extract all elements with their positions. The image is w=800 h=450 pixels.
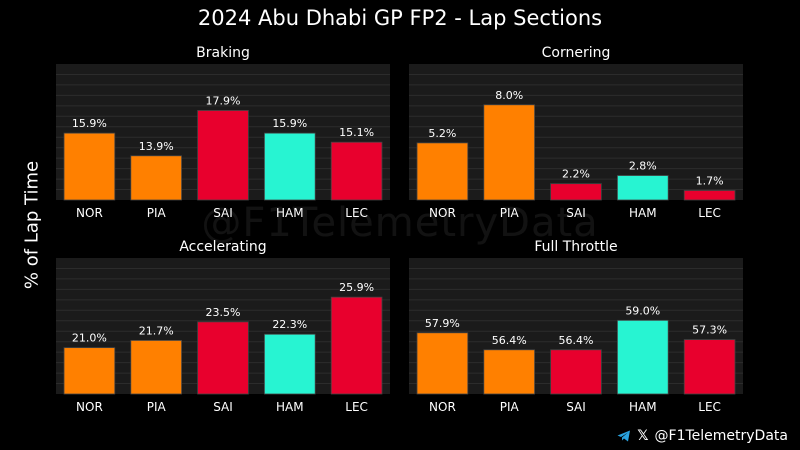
- bar-nor: [416, 142, 469, 201]
- data-label-pia: 13.9%: [139, 140, 174, 153]
- panel-2-title: Accelerating: [179, 239, 266, 255]
- x-tick-label-lec: LEC: [698, 400, 721, 414]
- data-label-pia: 21.7%: [139, 324, 174, 337]
- x-tick-label-pia: PIA: [147, 400, 167, 414]
- data-label-sai: 23.5%: [206, 306, 241, 319]
- bar-ham: [264, 333, 316, 395]
- bar-pia: [130, 155, 182, 201]
- footer-handle: @F1TelemetryData: [654, 428, 788, 444]
- x-tick-label-ham: HAM: [276, 206, 304, 220]
- watermark: @F1TelemetryData: [201, 200, 599, 246]
- chart-title: 2024 Abu Dhabi GP FP2 - Lap Sections: [197, 6, 603, 30]
- data-label-ham: 15.9%: [272, 117, 307, 130]
- bar-sai: [197, 110, 249, 201]
- data-label-ham: 22.3%: [272, 318, 307, 331]
- data-label-lec: 25.9%: [339, 281, 374, 294]
- x-tick-label-lec: LEC: [345, 400, 368, 414]
- x-tick-label-nor: NOR: [76, 400, 103, 414]
- x-tick-label-pia: PIA: [147, 206, 167, 220]
- x-tick-label-ham: HAM: [629, 400, 657, 414]
- data-label-sai: 56.4%: [559, 334, 594, 347]
- x-tick-label-nor: NOR: [429, 400, 456, 414]
- bar-ham: [617, 319, 669, 395]
- bar-ham: [264, 132, 316, 201]
- panel-3-title: Full Throttle: [534, 239, 617, 255]
- x-tick-label-sai: SAI: [213, 206, 233, 220]
- x-tick-label-lec: LEC: [345, 206, 368, 220]
- bar-lec: [683, 339, 736, 395]
- data-label-nor: 15.9%: [72, 117, 107, 130]
- x-tick-label-nor: NOR: [76, 206, 103, 220]
- footer: 𝕏 @F1TelemetryData: [617, 428, 788, 444]
- bar-lec: [683, 190, 736, 201]
- data-label-ham: 2.8%: [629, 160, 657, 173]
- data-label-ham: 59.0%: [625, 304, 660, 317]
- data-label-lec: 57.3%: [692, 324, 727, 337]
- data-label-sai: 2.2%: [562, 168, 590, 181]
- x-tick-label-lec: LEC: [698, 206, 721, 220]
- data-label-pia: 56.4%: [492, 334, 527, 347]
- x-tick-label-ham: HAM: [629, 206, 657, 220]
- bar-nor: [416, 332, 469, 395]
- x-tick-label-sai: SAI: [213, 400, 233, 414]
- x-icon: 𝕏: [637, 428, 649, 444]
- x-tick-label-sai: SAI: [566, 400, 586, 414]
- x-tick-label-pia: PIA: [500, 206, 520, 220]
- data-label-lec: 15.1%: [339, 126, 374, 139]
- telegram-icon: [617, 430, 631, 442]
- x-tick-label-nor: NOR: [429, 206, 456, 220]
- x-tick-label-sai: SAI: [566, 206, 586, 220]
- bar-lec: [330, 141, 383, 201]
- panel-1-title: Cornering: [542, 45, 611, 61]
- bar-lec: [330, 296, 383, 395]
- bar-ham: [617, 175, 669, 201]
- data-label-nor: 5.2%: [428, 127, 456, 140]
- bar-nor: [63, 132, 116, 201]
- bar-sai: [197, 321, 249, 395]
- bar-pia: [130, 340, 182, 395]
- x-tick-label-ham: HAM: [276, 400, 304, 414]
- data-label-nor: 21.0%: [72, 332, 107, 345]
- bar-nor: [63, 347, 116, 395]
- bar-sai: [550, 183, 602, 201]
- bar-pia: [483, 349, 535, 395]
- panel-0-title: Braking: [196, 45, 250, 61]
- data-label-sai: 17.9%: [206, 94, 241, 107]
- bar-sai: [550, 349, 602, 395]
- data-label-pia: 8.0%: [495, 89, 523, 102]
- x-tick-label-pia: PIA: [500, 400, 520, 414]
- bar-pia: [483, 104, 535, 201]
- data-label-nor: 57.9%: [425, 317, 460, 330]
- data-label-lec: 1.7%: [696, 174, 724, 187]
